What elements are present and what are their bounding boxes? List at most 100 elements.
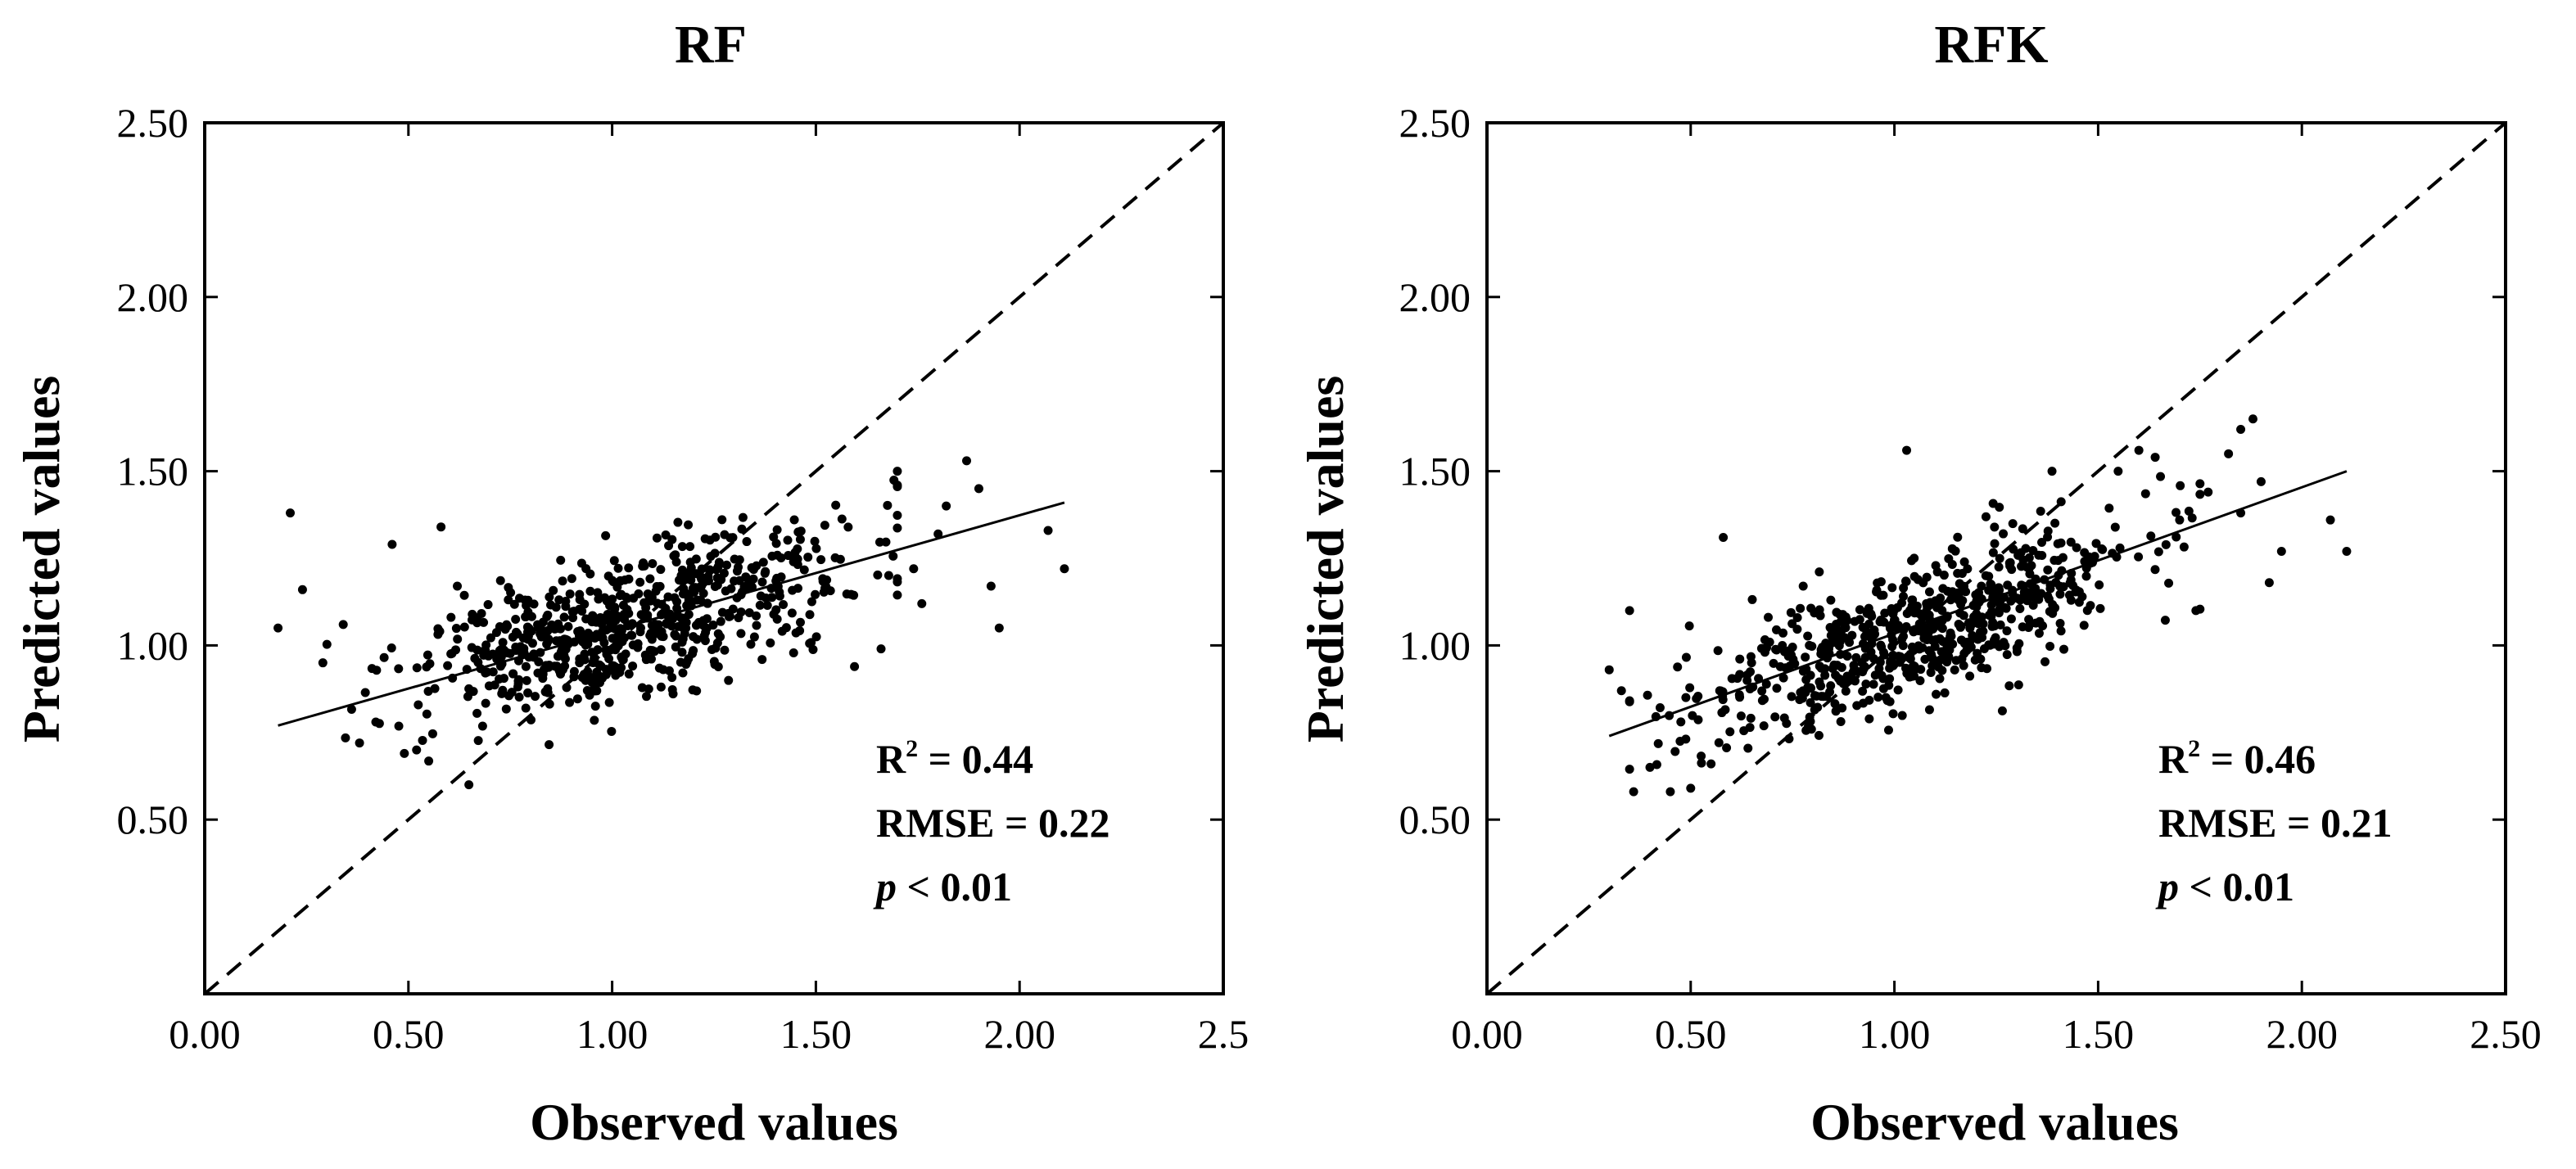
data-point	[464, 780, 474, 790]
data-point	[2081, 571, 2091, 581]
data-point	[1899, 583, 1909, 593]
data-point	[1907, 642, 1917, 652]
data-point	[1761, 679, 1771, 689]
data-point	[1879, 617, 1889, 627]
data-point	[2095, 603, 2105, 613]
data-point	[451, 624, 461, 634]
data-point	[850, 661, 860, 671]
data-point	[1727, 674, 1737, 684]
data-point	[522, 675, 531, 685]
data-point	[1947, 544, 1957, 553]
data-point	[752, 611, 762, 621]
data-point	[599, 593, 609, 603]
data-point	[424, 756, 434, 766]
y-axis-label: Predicted values	[1296, 376, 1354, 743]
data-point	[318, 658, 328, 668]
data-point	[1043, 526, 1053, 535]
data-point	[1986, 612, 1996, 621]
data-point	[757, 655, 767, 665]
data-point	[717, 515, 727, 525]
data-point	[1923, 602, 1932, 612]
data-point	[2134, 552, 2144, 562]
data-point	[484, 651, 494, 661]
data-point	[1772, 645, 1782, 655]
data-point	[1652, 760, 1661, 770]
data-point	[2086, 601, 2095, 611]
data-point	[2115, 543, 2125, 553]
data-point	[297, 584, 307, 594]
data-point	[1625, 697, 1634, 706]
identity-reference-line	[1485, 121, 2507, 995]
data-point	[1978, 619, 1988, 629]
scatter-points	[1604, 414, 2352, 797]
data-point	[1836, 717, 1846, 727]
data-point	[423, 686, 433, 696]
data-point	[694, 617, 703, 627]
data-point	[1855, 605, 1864, 615]
data-point	[590, 715, 599, 725]
data-point	[1930, 642, 1940, 652]
data-point	[766, 638, 775, 648]
data-point	[1787, 643, 1797, 652]
data-point	[772, 525, 782, 535]
data-point	[1932, 689, 1941, 699]
data-point	[2175, 515, 2185, 525]
data-point	[796, 526, 806, 536]
data-point	[1801, 652, 1810, 662]
data-point	[618, 655, 628, 665]
data-point	[1880, 608, 1890, 618]
data-point	[546, 600, 556, 610]
data-point	[1772, 684, 1782, 693]
r-squared-stat: R2 = 0.44	[876, 735, 1033, 782]
data-point	[1950, 665, 1959, 675]
data-point	[724, 608, 734, 618]
data-point	[795, 535, 805, 544]
data-point	[1693, 715, 1703, 724]
data-point	[1653, 738, 1663, 748]
data-point	[1747, 594, 1757, 604]
data-point	[2236, 425, 2246, 435]
data-point	[581, 564, 591, 574]
data-point	[1813, 702, 1823, 712]
data-point	[1747, 658, 1756, 668]
data-point	[1847, 630, 1857, 640]
data-point	[2025, 563, 2035, 573]
data-point	[523, 688, 533, 697]
data-point	[1798, 666, 1808, 676]
data-point	[1873, 693, 1883, 702]
data-point	[769, 532, 779, 542]
data-point	[1936, 622, 1946, 632]
y-tick-label: 0.50	[1399, 797, 1471, 842]
data-point	[721, 586, 730, 596]
data-point	[1967, 617, 1977, 627]
data-point	[414, 700, 423, 710]
data-point	[2276, 546, 2286, 556]
chart-title: RFK	[1934, 15, 2048, 74]
x-axis-label: Observed values	[1810, 1093, 2179, 1151]
data-point	[1814, 730, 1824, 740]
data-point	[793, 560, 802, 570]
data-point	[2012, 643, 2022, 653]
data-point	[453, 634, 463, 644]
data-point	[807, 638, 816, 648]
data-point	[1885, 674, 1895, 684]
data-point	[1814, 661, 1824, 671]
data-point	[1877, 642, 1887, 652]
data-point	[2164, 578, 2174, 588]
data-point	[346, 705, 356, 715]
data-point	[1722, 743, 1732, 753]
data-point	[1798, 581, 1808, 591]
data-point	[609, 556, 619, 566]
data-point	[881, 537, 891, 547]
data-point	[2146, 531, 2156, 541]
data-point	[1742, 675, 1752, 685]
data-point	[1883, 725, 1893, 735]
data-point	[1930, 658, 1940, 668]
data-point	[386, 643, 396, 652]
data-point	[2013, 680, 2023, 690]
data-point	[1902, 445, 1912, 455]
data-point	[1725, 727, 1735, 737]
data-point	[677, 637, 687, 647]
data-point	[1805, 697, 1815, 707]
data-point	[581, 675, 590, 685]
